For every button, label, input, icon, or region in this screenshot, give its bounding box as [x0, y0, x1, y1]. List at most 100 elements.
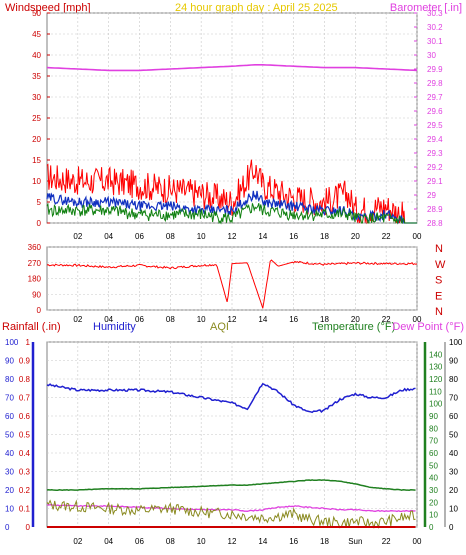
climate-x-tick-label: 04	[104, 537, 113, 546]
temperature-y-tick-label: 10	[429, 511, 438, 520]
windspeed-axis-label: Windspeed [mph]	[5, 2, 91, 14]
barometer-y-tick-label: 29	[427, 191, 436, 200]
barometer-y-tick-label: 29.5	[427, 121, 443, 130]
aqi-y-tick-label: 80	[449, 375, 458, 384]
wind-x-tick-label: 10	[197, 232, 206, 241]
humidity-y-tick-label: 10	[5, 505, 14, 514]
wind-x-tick-label: 04	[104, 232, 113, 241]
wind-x-tick-label: 02	[73, 232, 82, 241]
aqi-y-tick-label: 100	[449, 338, 463, 347]
wind-y-tick-label: 50	[32, 9, 41, 18]
chart-marks: 5045403530252015105030.330.230.13029.929…	[5, 9, 463, 546]
temperature-line	[46, 479, 416, 491]
wind-y-tick-label: 5	[37, 198, 42, 207]
humidity-y-tick-label: 20	[5, 486, 14, 495]
humidity-y-tick-label: 80	[5, 375, 14, 384]
wind-y-tick-label: 25	[32, 114, 41, 123]
direction-x-tick-label: 08	[166, 315, 175, 324]
temperature-y-tick-label: 80	[429, 424, 438, 433]
rainfall-axis-label: Rainfall (.in)	[2, 321, 61, 333]
wind-x-tick-label: 14	[258, 232, 267, 241]
wind-y-tick-label: 20	[32, 135, 41, 144]
temperature-y-tick-label: 50	[429, 461, 438, 470]
rain-y-tick-label: 0.1	[19, 505, 31, 514]
barometer-y-tick-label: 30.1	[427, 37, 443, 46]
temperature-y-tick-label: 110	[429, 387, 442, 396]
wind-x-tick-label: 00	[413, 232, 422, 241]
barometer-y-tick-label: 28.9	[427, 205, 443, 214]
aqi-y-tick-label: 60	[449, 412, 458, 421]
climate-x-tick-label: 22	[382, 537, 391, 546]
direction-x-tick-label: 10	[197, 315, 206, 324]
humidity-y-tick-label: 90	[5, 357, 14, 366]
aqi-y-tick-label: 90	[449, 357, 458, 366]
barometer-y-tick-label: 29.7	[427, 93, 443, 102]
compass-label: E	[435, 290, 442, 302]
temperature-y-tick-label: 0	[429, 523, 434, 532]
wind-x-tick-label: 08	[166, 232, 175, 241]
wind-y-tick-label: 35	[32, 72, 41, 81]
humidity-y-tick-label: 0	[5, 523, 10, 532]
direction-x-tick-label: 00	[413, 315, 422, 324]
climate-x-tick-label: 00	[413, 537, 422, 546]
wind-x-tick-label: 12	[228, 232, 237, 241]
rain-y-tick-label: 0.4	[19, 449, 31, 458]
aqi-line	[46, 499, 416, 529]
aqi-y-tick-label: 30	[449, 468, 458, 477]
rain-y-tick-label: 0.7	[19, 394, 31, 403]
aqi-y-tick-label: 10	[449, 505, 458, 514]
temperature-y-tick-label: 20	[429, 498, 438, 507]
climate-x-tick-label: 08	[166, 537, 175, 546]
temperature-axis-label: Temperature (°F)	[312, 321, 395, 333]
compass-label: N	[435, 243, 443, 255]
barometer-y-tick-label: 30	[427, 51, 436, 60]
rain-y-tick-label: 0.2	[19, 486, 31, 495]
compass-label: S	[435, 275, 442, 287]
wind-direction-line	[46, 259, 418, 309]
temperature-y-tick-label: 120	[429, 375, 443, 384]
direction-x-tick-label: 14	[258, 315, 267, 324]
temperature-y-tick-label: 30	[429, 486, 438, 495]
barometer-y-tick-label: 28.8	[427, 219, 443, 228]
humidity-y-tick-label: 40	[5, 449, 14, 458]
wind-x-tick-label: 22	[382, 232, 391, 241]
compass-label: N	[435, 306, 443, 318]
direction-y-tick-label: 0	[37, 306, 42, 315]
humidity-y-tick-label: 30	[5, 468, 14, 477]
wind-y-tick-label: 15	[32, 156, 41, 165]
wind-y-tick-label: 0	[37, 219, 42, 228]
wind-x-tick-label: 06	[135, 232, 144, 241]
wind-y-tick-label: 40	[32, 51, 41, 60]
direction-x-tick-label: 06	[135, 315, 144, 324]
barometer-y-tick-label: 29.4	[427, 135, 443, 144]
dewpoint-line	[46, 504, 416, 513]
direction-y-tick-label: 270	[28, 259, 42, 268]
climate-x-tick-label: 16	[289, 537, 298, 546]
barometer-line	[46, 64, 418, 72]
aqi-y-tick-label: 50	[449, 431, 458, 440]
chart-title: 24 hour graph day : April 25 2025	[175, 2, 338, 14]
direction-x-tick-label: 12	[228, 315, 237, 324]
rain-y-tick-label: 1	[26, 338, 31, 347]
rain-y-tick-label: 0.5	[19, 431, 31, 440]
direction-y-tick-label: 360	[28, 243, 42, 252]
temperature-y-tick-label: 140	[429, 350, 443, 359]
wind-gust-line	[46, 159, 417, 225]
barometer-y-tick-label: 29.9	[427, 65, 443, 74]
humidity-y-tick-label: 60	[5, 412, 14, 421]
aqi-y-tick-label: 0	[449, 523, 454, 532]
climate-x-tick-label: 06	[135, 537, 144, 546]
wind-y-tick-label: 45	[32, 30, 41, 39]
barometer-y-tick-label: 29.8	[427, 79, 443, 88]
direction-x-tick-label: 20	[351, 315, 360, 324]
humidity-y-tick-label: 50	[5, 431, 14, 440]
direction-y-tick-label: 90	[32, 290, 41, 299]
temperature-y-tick-label: 70	[429, 437, 438, 446]
temperature-y-tick-label: 130	[429, 363, 443, 372]
barometer-axis-label: Barometer [.in]	[390, 2, 462, 14]
rain-y-tick-label: 0	[26, 523, 31, 532]
rain-y-tick-label: 0.3	[19, 468, 31, 477]
rain-y-tick-label: 0.8	[19, 375, 31, 384]
